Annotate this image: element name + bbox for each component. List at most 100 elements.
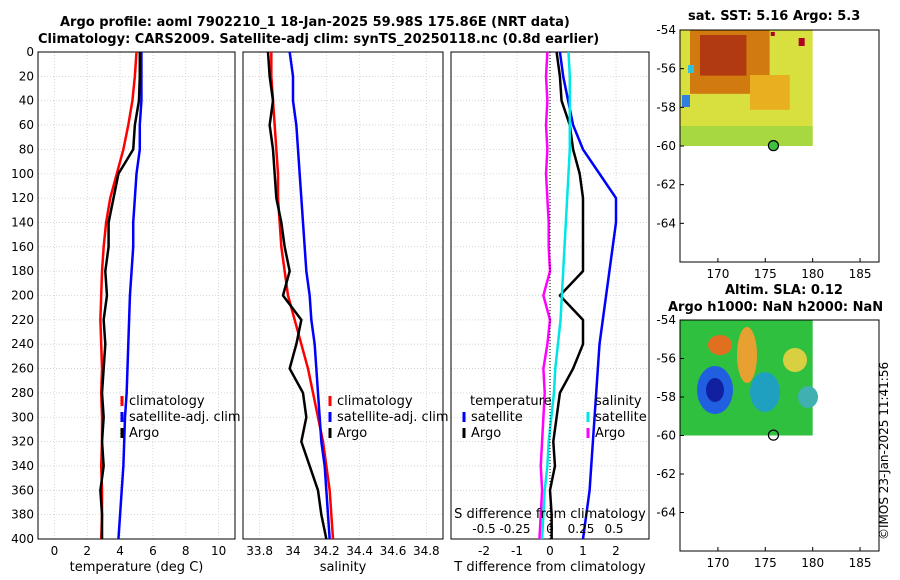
y-tick-label: 160 [11, 240, 34, 254]
map-y-tick-label: -60 [656, 139, 676, 153]
x-tick-label: 33.8 [246, 544, 273, 558]
sst-hot-patch [770, 32, 775, 36]
map-x-tick-label: 170 [706, 556, 729, 570]
y-tick-label: 140 [11, 215, 34, 229]
y-tick-label: 360 [11, 483, 34, 497]
map-x-tick-label: 175 [754, 556, 777, 570]
map-y-tick-label: -62 [656, 467, 676, 481]
map-x-tick-label: 170 [706, 267, 729, 281]
map-y-tick-label: -54 [656, 23, 676, 37]
sla-low-eddy [798, 386, 818, 408]
sla-field [680, 320, 818, 436]
x-axis-label-top: S difference from climatology [454, 507, 646, 522]
x-tick-label-top: 0 [546, 522, 554, 536]
y-tick-label: 60 [19, 118, 34, 132]
y-tick-label: 240 [11, 337, 34, 351]
x-tick-label: 1 [579, 544, 587, 558]
series-line-climatology [270, 52, 335, 540]
map-y-tick-label: -64 [656, 216, 676, 230]
map-x-tick-label: 185 [849, 556, 872, 570]
y-tick-label: 80 [19, 142, 34, 156]
y-tick-label: 400 [11, 532, 34, 546]
x-tick-label: 34.2 [313, 544, 340, 558]
y-tick-label: 300 [11, 410, 34, 424]
legend-label: satellite-adj. clim [129, 410, 241, 425]
y-tick-label: 320 [11, 435, 34, 449]
x-tick-label-top: -0.25 [499, 522, 530, 536]
map-y-tick-label: -60 [656, 429, 676, 443]
x-tick-label: 10 [211, 544, 226, 558]
sst-cool-strip [680, 126, 813, 146]
x-tick-label: 6 [149, 544, 157, 558]
sla-map-title-line1: Altim. SLA: 0.12 [725, 283, 843, 298]
map-x-tick-label: 175 [754, 267, 777, 281]
figure-title-line2: Climatology: CARS2009. Satellite-adj cli… [38, 32, 600, 47]
map-y-tick-label: -58 [656, 100, 676, 114]
sst-field [680, 30, 813, 146]
y-tick-label: 40 [19, 94, 34, 108]
axis-frame [37, 51, 236, 540]
map-x-tick-label: 180 [801, 556, 824, 570]
y-tick-label: 220 [11, 313, 34, 327]
x-tick-label: 2 [83, 544, 91, 558]
y-tick-label: 120 [11, 191, 34, 205]
map-y-tick-label: -64 [656, 506, 676, 520]
legend-label: satellite-adj. clim [337, 410, 449, 425]
sla-low-eddy [750, 372, 780, 412]
series-line-t-argo [548, 51, 585, 539]
x-axis-label: temperature (deg C) [70, 560, 204, 575]
x-tick-label: 2 [612, 544, 620, 558]
x-tick-label: -2 [478, 544, 490, 558]
series-line-s-satellite [540, 51, 572, 540]
sst-cold-patch [688, 65, 694, 73]
legend-label: Argo [337, 426, 367, 441]
map-y-tick-label: -54 [656, 313, 676, 327]
map-x-tick-label: 180 [801, 267, 824, 281]
sst-cold-patch [682, 95, 690, 107]
y-tick-label: 20 [19, 69, 34, 83]
legend-label: climatology [337, 394, 413, 409]
sla-high-eddy [737, 327, 757, 383]
map-y-tick-label: -56 [656, 62, 676, 76]
x-axis-label: salinity [320, 560, 367, 575]
map-y-tick-label: -62 [656, 178, 676, 192]
x-tick-label-top: -0.5 [472, 522, 495, 536]
sst-hot-patch [798, 38, 805, 46]
x-tick-label: 34 [285, 544, 300, 558]
x-tick-label: 34.4 [346, 544, 373, 558]
sla-mid-eddy [783, 348, 807, 372]
sst-map-title: sat. SST: 5.16 Argo: 5.3 [688, 9, 861, 24]
legend-label: temperature [470, 394, 552, 409]
x-tick-label: -1 [511, 544, 523, 558]
x-tick-label: 4 [116, 544, 124, 558]
x-tick-label-top: 0.5 [604, 522, 623, 536]
legend-label: Argo [471, 426, 501, 441]
x-tick-label: 0 [546, 544, 554, 558]
series-line-t-satellite [558, 51, 618, 540]
y-tick-label: 0 [26, 45, 34, 59]
axis-frame [242, 51, 444, 540]
legend-label: satellite [595, 410, 647, 425]
legend-label: salinity [595, 394, 642, 409]
legend-label: climatology [129, 394, 205, 409]
figure-title-line1: Argo profile: aoml 7902210_1 18-Jan-2025… [60, 15, 570, 30]
sla-map-title-line2: Argo h1000: NaN h2000: NaN [668, 300, 884, 315]
map-y-tick-label: -58 [656, 390, 676, 404]
series-line-climatology [99, 51, 138, 540]
argo-location-marker [767, 140, 780, 152]
map-x-tick-label: 185 [849, 267, 872, 281]
x-tick-label: 34.6 [380, 544, 407, 558]
map-y-tick-label: -56 [656, 352, 676, 366]
x-tick-label: 0 [51, 544, 59, 558]
y-tick-label: 340 [11, 459, 34, 473]
x-axis-label: T difference from climatology [453, 560, 646, 575]
y-tick-label: 200 [11, 289, 34, 303]
x-tick-label: 34.8 [413, 544, 440, 558]
y-tick-label: 180 [11, 264, 34, 278]
series-line-argo [266, 51, 328, 540]
x-tick-label-top: 0.25 [568, 522, 595, 536]
y-tick-label: 100 [11, 167, 34, 181]
sst-hot-region [700, 35, 747, 76]
